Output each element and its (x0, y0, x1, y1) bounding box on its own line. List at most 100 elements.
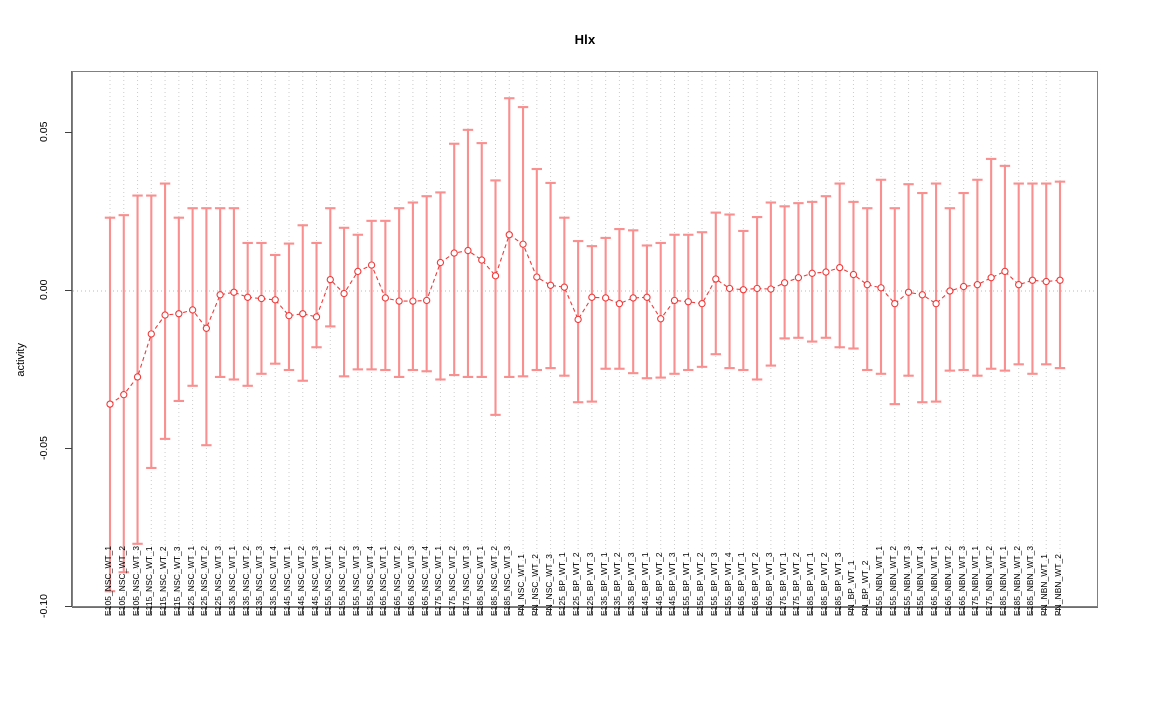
data-point (1042, 277, 1050, 286)
data-point (340, 289, 348, 298)
x-axis-tick-label: E105_NSC_WT_3 (130, 545, 141, 616)
x-axis-tick-label: E125_NSC_WT_2 (199, 545, 210, 616)
data-point (987, 274, 995, 282)
x-axis-tick (893, 608, 895, 614)
x-axis-tick-label: E155_NSC_WT_2 (337, 545, 348, 616)
data-point (904, 288, 913, 296)
data-point (684, 298, 692, 306)
data-point (409, 297, 417, 305)
x-axis-tick-label: E185_NBN_WT_1 (997, 545, 1008, 616)
x-axis-tick-label: E165_NSC_WT_3 (405, 545, 416, 616)
x-axis-tick (136, 608, 138, 614)
data-point (161, 311, 169, 319)
x-axis-tick-label: E175_NSC_WT_2 (447, 545, 458, 616)
data-point (739, 286, 747, 294)
x-axis-tick-label: E145_BP_WT_1 (639, 552, 650, 616)
x-axis-tick (742, 608, 744, 614)
x-axis-tick (866, 608, 868, 614)
x-axis-tick-label: E115_NSC_WT_2 (158, 546, 169, 616)
data-point (147, 330, 155, 338)
data-point (367, 261, 376, 269)
data-point (423, 296, 431, 305)
x-axis-tick (1059, 608, 1060, 614)
page-title: Hlx (574, 32, 596, 47)
data-point (973, 281, 982, 289)
x-axis-tick (632, 608, 634, 614)
x-axis-tick-label: E125_BP_WT_1 (557, 552, 568, 616)
y-axis-line (71, 71, 72, 607)
data-point (959, 282, 968, 291)
data-point (244, 293, 252, 301)
x-axis-tick-label: E145_NSC_WT_1 (281, 545, 292, 616)
data-point (450, 249, 458, 257)
x-axis-tick-label: E165_NBN_WT_3 (956, 545, 967, 616)
data-point (615, 299, 624, 308)
data-point (271, 296, 279, 304)
x-axis-tick-label: E155_NBN_WT_3 (901, 545, 912, 616)
x-axis-tick (604, 608, 606, 614)
data-point (230, 288, 238, 296)
x-axis-tick (466, 608, 468, 614)
x-axis-tick-label: PN_BP_WT_1 (846, 560, 857, 616)
x-axis-tick-label: E105_NSC_WT_2 (116, 545, 127, 616)
data-point (560, 283, 568, 291)
x-axis-tick-label: PN_NBN_WT_1 (1039, 553, 1050, 616)
x-axis-tick (990, 608, 992, 614)
x-axis-tick (411, 608, 413, 614)
x-axis-tick-label: E135_NSC_WT_1 (226, 545, 237, 616)
data-point (436, 258, 445, 267)
y-axis-tick-label: 0.00 (38, 279, 50, 301)
data-point (725, 284, 734, 293)
data-point (946, 287, 954, 295)
x-axis-tick-label: E185_NSC_WT_3 (502, 545, 513, 616)
data-point (780, 279, 789, 287)
x-axis-tick (425, 608, 427, 614)
data-point (932, 299, 940, 308)
data-point (588, 293, 596, 301)
plot-area (72, 71, 1098, 607)
data-point (257, 294, 266, 303)
x-axis-tick (522, 608, 524, 614)
x-axis-tick-label: E125_BP_WT_3 (584, 552, 595, 616)
x-axis-tick-label: PN_NSC_WT_3 (543, 553, 554, 616)
x-axis-tick (164, 608, 166, 614)
x-axis-tick-label: E135_BP_WT_2 (612, 552, 623, 616)
data-point (478, 256, 486, 264)
x-axis-tick-label: PN_BP_WT_2 (860, 560, 871, 616)
data-point (299, 310, 307, 318)
data-point (464, 246, 472, 255)
x-axis-tick-label: E185_BP_WT_2 (818, 552, 829, 616)
x-axis-tick-label: E175_NSC_WT_3 (460, 545, 471, 616)
x-axis-tick (769, 608, 771, 614)
x-axis-tick (935, 608, 937, 614)
x-axis-tick-label: E175_BP_WT_2 (791, 552, 802, 616)
x-axis-tick (1003, 608, 1005, 614)
data-point (106, 400, 114, 408)
x-axis-tick-label: E185_NBN_WT_3 (1025, 545, 1036, 616)
x-axis-tick (122, 608, 124, 614)
data-point (1056, 276, 1064, 284)
x-axis-tick (590, 608, 592, 614)
data-point (1001, 267, 1009, 276)
data-point (519, 240, 527, 248)
x-axis-tick (177, 608, 179, 614)
x-axis-tick (728, 608, 730, 614)
x-axis-tick (219, 608, 221, 614)
x-axis-tick (274, 608, 276, 614)
x-axis-tick (439, 608, 441, 614)
data-point (133, 373, 142, 381)
data-point (175, 310, 183, 318)
x-axis-tick-label: E165_NBN_WT_1 (929, 545, 940, 616)
x-axis-tick-label: E145_NSC_WT_3 (309, 545, 320, 616)
x-axis-tick-label: E165_NBN_WT_2 (942, 545, 953, 616)
x-axis-tick-label: E155_NSC_WT_3 (350, 545, 361, 616)
data-point (767, 285, 775, 293)
y-axis-tick (65, 606, 72, 607)
y-axis-title-label: activity (15, 343, 27, 377)
x-axis-tick (343, 608, 345, 614)
x-axis-tick (838, 608, 840, 614)
data-point (808, 269, 816, 277)
x-axis-tick (1031, 608, 1033, 614)
data-point (822, 268, 830, 276)
